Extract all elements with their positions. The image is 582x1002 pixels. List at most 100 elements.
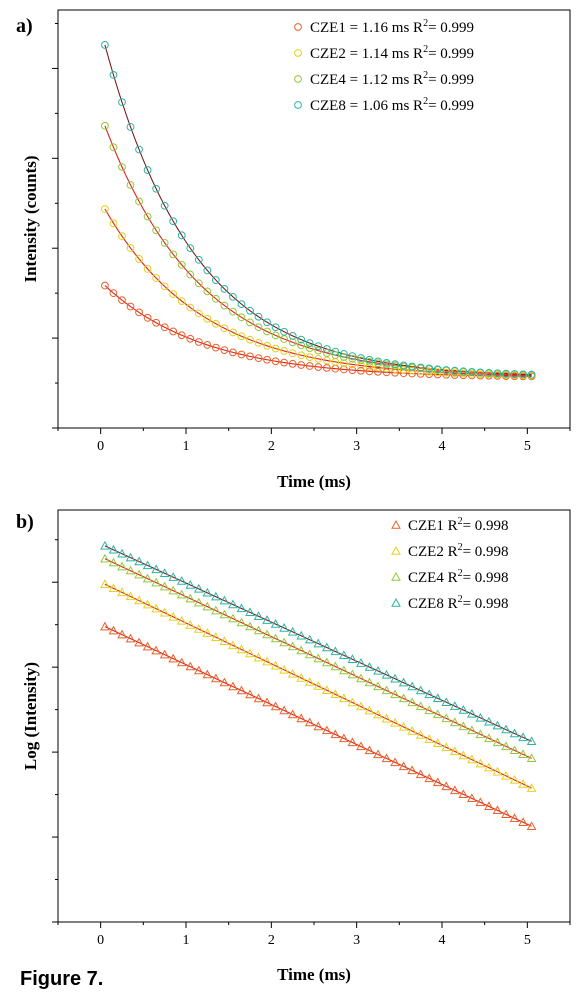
data-point bbox=[135, 308, 143, 317]
data-point bbox=[304, 677, 315, 686]
data-point bbox=[169, 327, 178, 336]
data-point bbox=[202, 601, 213, 611]
data-point bbox=[450, 366, 459, 375]
data-point bbox=[203, 266, 212, 275]
data-point bbox=[245, 621, 255, 631]
legend-marker-cze8 bbox=[391, 597, 401, 607]
data-point bbox=[433, 365, 442, 374]
data-point bbox=[262, 697, 272, 707]
panel-a-label: a) bbox=[16, 15, 33, 37]
data-point bbox=[270, 660, 281, 670]
data-point bbox=[108, 544, 119, 554]
data-point bbox=[364, 662, 375, 671]
data-point bbox=[296, 713, 307, 723]
data-point bbox=[237, 332, 246, 341]
data-point bbox=[415, 769, 426, 779]
data-point bbox=[509, 728, 520, 738]
data-point bbox=[237, 350, 246, 359]
data-point bbox=[442, 366, 451, 374]
data-point bbox=[193, 624, 204, 633]
data-point bbox=[211, 591, 221, 601]
data-point bbox=[134, 637, 144, 647]
data-point bbox=[100, 579, 110, 588]
data-point bbox=[159, 649, 170, 659]
data-point bbox=[475, 758, 486, 768]
data-point bbox=[100, 621, 110, 631]
data-point bbox=[501, 770, 511, 780]
data-point bbox=[169, 217, 178, 226]
data-point bbox=[381, 669, 392, 679]
data-point bbox=[357, 366, 365, 375]
data-point bbox=[193, 583, 204, 593]
data-point bbox=[142, 573, 153, 583]
data-point bbox=[398, 693, 409, 703]
data-point bbox=[287, 641, 298, 651]
series-cze8 bbox=[101, 41, 536, 379]
data-point bbox=[263, 327, 271, 336]
data-point bbox=[245, 689, 255, 699]
data-point bbox=[390, 689, 400, 699]
data-point bbox=[484, 801, 494, 811]
data-point bbox=[526, 821, 537, 831]
data-point bbox=[143, 166, 152, 174]
data-point bbox=[416, 363, 425, 372]
data-point bbox=[347, 697, 358, 707]
data-point bbox=[339, 365, 348, 374]
data-point bbox=[117, 587, 127, 597]
data-point bbox=[228, 681, 238, 691]
data-point bbox=[202, 628, 213, 637]
data-point bbox=[415, 701, 426, 711]
data-point bbox=[458, 789, 469, 799]
data-point bbox=[527, 370, 536, 379]
data-point bbox=[373, 681, 383, 691]
data-point bbox=[219, 609, 230, 619]
data-point bbox=[152, 318, 161, 327]
data-point bbox=[399, 361, 408, 370]
data-point bbox=[509, 813, 520, 823]
legend-marker-cze1 bbox=[294, 23, 302, 31]
data-point bbox=[287, 668, 298, 678]
data-point bbox=[322, 345, 331, 353]
data-point bbox=[526, 783, 537, 792]
data-point bbox=[125, 591, 136, 601]
legend-label-cze1: CZE1 R2= 0.998 bbox=[408, 516, 509, 534]
data-point bbox=[475, 712, 486, 722]
data-point bbox=[390, 673, 400, 683]
data-point bbox=[441, 697, 452, 706]
data-point bbox=[211, 632, 221, 641]
data-point bbox=[185, 579, 196, 589]
data-point bbox=[108, 557, 119, 567]
data-point bbox=[518, 732, 528, 742]
panel-b-fit-lines bbox=[104, 545, 532, 827]
data-point bbox=[236, 617, 247, 627]
data-point bbox=[228, 599, 238, 609]
data-point bbox=[176, 657, 187, 667]
data-point bbox=[364, 745, 375, 755]
data-point bbox=[501, 809, 511, 819]
data-point bbox=[246, 318, 254, 327]
data-point bbox=[202, 669, 213, 679]
x-tick-label: 0 bbox=[97, 439, 104, 454]
x-tick-label: 5 bbox=[524, 933, 531, 948]
data-point bbox=[330, 689, 341, 699]
data-point bbox=[237, 313, 246, 322]
data-point bbox=[142, 599, 153, 609]
data-point bbox=[297, 361, 306, 369]
fit-line-cze4 bbox=[104, 125, 532, 376]
data-point bbox=[381, 713, 392, 723]
data-point bbox=[270, 701, 281, 711]
data-point bbox=[220, 324, 229, 333]
data-point bbox=[109, 143, 118, 152]
data-point bbox=[442, 370, 451, 379]
data-point bbox=[219, 636, 230, 646]
data-point bbox=[415, 685, 426, 695]
data-point bbox=[263, 355, 271, 364]
data-point bbox=[109, 289, 118, 298]
data-point bbox=[509, 774, 520, 784]
data-point bbox=[211, 319, 220, 328]
data-point bbox=[160, 201, 169, 210]
data-point bbox=[279, 664, 289, 674]
legend-label-cze2: CZE2 = 1.14 ms R2= 0.999 bbox=[310, 44, 474, 62]
data-point bbox=[330, 646, 341, 656]
